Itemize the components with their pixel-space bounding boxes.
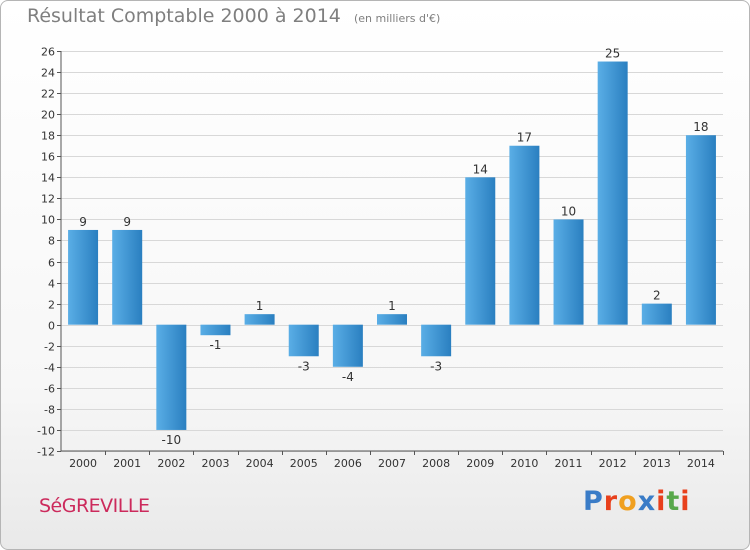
bar-value-label: -4 (342, 370, 354, 384)
bar-value-label: 1 (256, 299, 264, 313)
x-tick-label: 2002 (157, 457, 185, 470)
bar-value-label: 18 (693, 120, 708, 134)
bar-value-label: 14 (473, 162, 488, 176)
bar-value-label: 1 (388, 299, 396, 313)
bar-value-label: -1 (209, 338, 221, 352)
y-tick-label: -2 (44, 341, 55, 354)
y-tick-label: -6 (44, 383, 55, 396)
x-tick-label: 2004 (246, 457, 274, 470)
bar-value-label: -3 (298, 359, 310, 373)
y-tick-label: 18 (41, 130, 55, 143)
bars (68, 61, 716, 430)
town-name: SéGREVILLE (39, 495, 150, 517)
bar-value-label: 25 (605, 47, 620, 61)
chart-title-main: Résultat Comptable 2000 à 2014 (27, 5, 341, 27)
y-tick-label: 2 (48, 299, 55, 312)
bar-value-label: -3 (430, 359, 442, 373)
brand-letter: x (637, 486, 657, 517)
bar (68, 229, 99, 325)
x-tick-label: 2012 (599, 457, 627, 470)
brand-letter: i (680, 486, 691, 517)
y-tick-label: 14 (41, 172, 55, 185)
bar (332, 324, 363, 367)
bar (553, 219, 584, 325)
y-tick-label: -12 (37, 446, 55, 459)
y-tick-label: 12 (41, 193, 55, 206)
bar-value-label: 9 (79, 215, 87, 229)
bar-value-label: 2 (653, 289, 661, 303)
bar (641, 303, 672, 325)
x-tick-label: 2013 (643, 457, 671, 470)
y-tick-label: 22 (41, 88, 55, 101)
y-tick-label: 16 (41, 151, 55, 164)
bar-value-label: 10 (561, 204, 576, 218)
bar-value-label: 9 (123, 215, 131, 229)
x-tick-label: 2006 (334, 457, 362, 470)
y-tick-label: 8 (48, 235, 55, 248)
bar (288, 324, 319, 357)
x-tick-label: 2005 (290, 457, 318, 470)
brand-letter: o (618, 486, 638, 517)
y-tick-label: 6 (48, 257, 55, 270)
bar (200, 324, 231, 336)
axes (60, 51, 723, 452)
y-tick-label: 4 (48, 278, 55, 291)
x-tick-label: 2014 (687, 457, 715, 470)
y-tick-label: -8 (44, 404, 55, 417)
x-tick-label: 2008 (422, 457, 450, 470)
y-tick-label: 24 (41, 67, 55, 80)
x-tick-label: 2010 (510, 457, 538, 470)
bar-value-label: -10 (162, 433, 182, 447)
y-tick-label: -10 (37, 425, 55, 438)
x-tick-label: 2000 (69, 457, 97, 470)
brand-letter: t (666, 486, 681, 517)
bar (377, 314, 407, 325)
bar (112, 229, 143, 325)
y-tick-label: -4 (44, 362, 55, 375)
y-tick-label: 26 (41, 46, 55, 59)
bar-value-label: 17 (517, 131, 532, 145)
x-tick-label: 2001 (113, 457, 141, 470)
y-tick-label: 10 (41, 214, 55, 227)
x-tick-label: 2003 (201, 457, 229, 470)
data-labels: 9 9 -10 -1 1 -3 -4 1 -3 14 17 10 25 2 18 (79, 47, 708, 447)
brand-logo: Proxiti (583, 486, 691, 517)
bar (421, 324, 452, 357)
bar (509, 145, 540, 325)
x-ticks: 2000 2001 2002 2003 2004 2005 2006 2007 2008 2009… (69, 451, 724, 470)
bar (244, 314, 275, 325)
chart-title: Résultat Comptable 2000 à 2014 (en milli… (27, 5, 440, 27)
bar (156, 324, 187, 430)
brand-letter: i (656, 486, 667, 517)
chart-title-unit: (en milliers d'€) (353, 12, 441, 25)
brand-letter: r (603, 486, 619, 517)
y-tick-label: 20 (41, 109, 55, 122)
x-tick-label: 2007 (378, 457, 406, 470)
bar (685, 135, 716, 325)
x-tick-label: 2009 (466, 457, 494, 470)
bar (465, 177, 496, 325)
brand-letter: P (583, 486, 604, 517)
x-tick-label: 2011 (555, 457, 583, 470)
bar (597, 61, 628, 325)
y-tick-label: 0 (48, 320, 55, 333)
